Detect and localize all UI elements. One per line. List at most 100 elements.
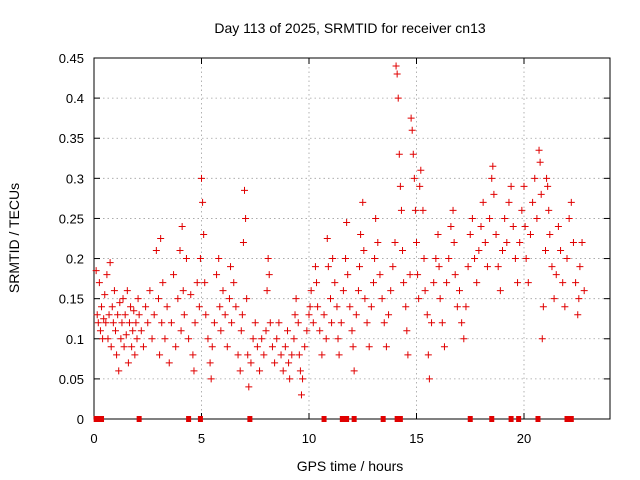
data-point [440, 343, 448, 351]
data-point [453, 303, 461, 311]
data-point [408, 126, 416, 134]
y-tick-label: 0.4 [66, 91, 84, 106]
data-point [520, 182, 528, 190]
data-point [402, 303, 410, 311]
data-point [137, 327, 145, 335]
data-point [578, 239, 586, 247]
data-point [236, 367, 244, 375]
data-point [266, 319, 274, 327]
data-point [210, 319, 218, 327]
data-point [335, 351, 343, 359]
data-point [392, 62, 400, 70]
data-point [165, 359, 173, 367]
data-point [256, 367, 264, 375]
data-point [466, 230, 474, 238]
data-point [365, 343, 373, 351]
zero-data-point [568, 416, 574, 422]
data-point [295, 351, 303, 359]
data-point [208, 343, 216, 351]
data-point [281, 343, 289, 351]
data-point [119, 295, 127, 303]
data-point [108, 303, 116, 311]
chart-title: Day 113 of 2025, SRMTID for receiver cn1… [214, 20, 486, 36]
data-point [316, 327, 324, 335]
data-point [544, 182, 552, 190]
data-point [462, 303, 470, 311]
x-tick-label: 15 [409, 431, 423, 446]
data-point [159, 279, 167, 287]
data-point [275, 319, 283, 327]
data-point [109, 319, 117, 327]
zero-data-point [380, 416, 386, 422]
data-point [271, 359, 279, 367]
data-point [451, 271, 459, 279]
data-point [494, 263, 502, 271]
data-point [417, 166, 425, 174]
data-point [163, 303, 171, 311]
data-point [537, 190, 545, 198]
data-point [207, 375, 215, 383]
data-point [409, 150, 417, 158]
data-point [279, 367, 287, 375]
data-point [374, 239, 382, 247]
zero-data-point [394, 416, 400, 422]
data-point [133, 335, 141, 343]
zero-data-point [95, 416, 101, 422]
data-point [232, 303, 240, 311]
data-point [132, 319, 140, 327]
data-point [449, 206, 457, 214]
data-point [334, 335, 342, 343]
data-point [526, 230, 534, 238]
data-point [382, 343, 390, 351]
data-point [447, 222, 455, 230]
data-point [167, 319, 175, 327]
data-point [420, 255, 428, 263]
data-point [407, 114, 415, 122]
data-point [395, 150, 403, 158]
data-point [102, 319, 110, 327]
data-point [93, 311, 101, 319]
data-point [124, 359, 132, 367]
data-point [545, 206, 553, 214]
data-point [503, 239, 511, 247]
data-point [378, 295, 386, 303]
data-point [113, 351, 121, 359]
y-tick-label: 0.45 [59, 51, 84, 66]
data-point [542, 247, 549, 255]
data-point [516, 239, 524, 247]
data-point [320, 311, 328, 319]
data-point [117, 335, 125, 343]
data-point [524, 279, 532, 287]
data-point [492, 230, 500, 238]
data-point [217, 327, 225, 335]
x-axis-label: GPS time / hours [297, 458, 404, 474]
zero-data-point [186, 416, 192, 422]
data-point [156, 351, 164, 359]
data-point [552, 271, 560, 279]
data-point [244, 351, 252, 359]
zero-data-point [197, 416, 203, 422]
data-point [265, 271, 273, 279]
data-point [215, 255, 223, 263]
data-point [291, 311, 299, 319]
data-point [575, 295, 583, 303]
data-point [92, 267, 100, 275]
data-point [100, 315, 108, 323]
data-point [356, 263, 364, 271]
data-point [135, 311, 143, 319]
data-point [105, 311, 113, 319]
data-point [361, 295, 369, 303]
data-point [241, 186, 248, 194]
data-point [152, 247, 160, 255]
data-point [227, 263, 235, 271]
data-point [518, 206, 526, 214]
data-point [443, 279, 451, 287]
data-point [509, 222, 517, 230]
data-point [529, 198, 537, 206]
data-point [176, 247, 184, 255]
data-point [260, 351, 268, 359]
data-point [473, 279, 481, 287]
data-point [190, 367, 198, 375]
data-point [115, 367, 123, 375]
data-point [204, 335, 212, 343]
